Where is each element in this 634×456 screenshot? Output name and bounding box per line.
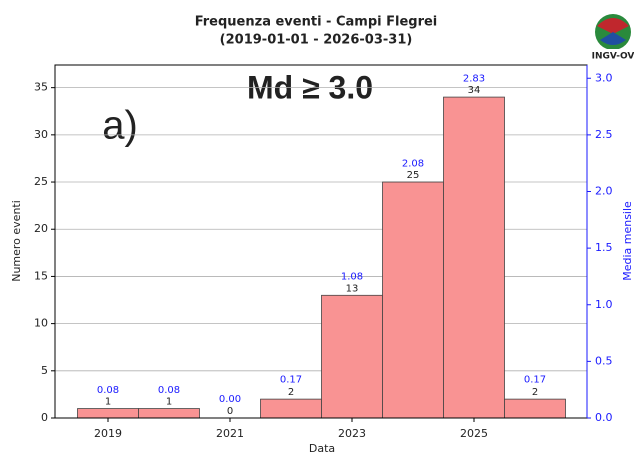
x-tick-label: 2025: [460, 427, 488, 440]
mean-value-label: 0.00: [219, 394, 241, 405]
bar-value-label: 25: [407, 170, 420, 181]
bar-value-label: 1: [166, 397, 172, 408]
mean-value-label: 1.08: [341, 272, 363, 283]
bar: [77, 408, 139, 419]
y2-tick-label: 1.0: [595, 298, 613, 311]
y-tick-label: 0: [41, 411, 48, 424]
y2-tick-label: 0.0: [595, 411, 613, 424]
y-tick-label: 15: [34, 269, 48, 282]
y-tick-label: 5: [41, 364, 48, 377]
chart-subtitle: (2019-01-01 - 2026-03-31): [220, 33, 413, 48]
y-tick-label: 25: [34, 175, 48, 188]
bar: [260, 398, 322, 419]
bar-value-label: 13: [346, 283, 359, 294]
bar: [138, 408, 200, 419]
panel-label: a): [102, 104, 138, 148]
x-tick-label: 2021: [216, 427, 244, 440]
y-axis-label: Numero eventi: [10, 200, 23, 282]
logo: INGV-OV: [592, 14, 634, 62]
bar-value-label: 0: [227, 406, 233, 417]
mean-value-label: 2.08: [402, 158, 424, 169]
chart-title: Frequenza eventi - Campi Flegrei: [195, 15, 438, 30]
logo-shape: [597, 18, 629, 34]
y2-tick-label: 0.5: [595, 354, 613, 367]
y2-tick-label: 2.0: [595, 185, 613, 198]
bar-value-label: 2: [532, 387, 538, 398]
mean-value-label: 0.08: [97, 385, 119, 396]
logo-shape: [600, 32, 626, 45]
bar-value-label: 2: [288, 387, 294, 398]
y2-tick-label: 1.5: [595, 241, 613, 254]
mean-value-label: 0.08: [158, 385, 180, 396]
y-tick-label: 35: [34, 81, 48, 94]
y-tick-label: 10: [34, 317, 48, 330]
x-tick-label: 2023: [338, 427, 366, 440]
y2-tick-label: 3.0: [595, 71, 613, 84]
bar: [443, 96, 505, 419]
mean-value-label: 0.17: [524, 375, 546, 386]
bar: [382, 181, 444, 419]
y2-tick-label: 2.5: [595, 128, 613, 141]
bar-value-label: 34: [468, 85, 481, 96]
x-tick-label: 2019: [94, 427, 122, 440]
mean-value-label: 0.17: [280, 375, 302, 386]
bar-value-label: 1: [105, 397, 111, 408]
y-tick-label: 20: [34, 222, 48, 235]
logo-band: [594, 49, 634, 61]
bar: [321, 294, 383, 419]
y2-axis-label: Media mensile: [621, 201, 634, 281]
logo-text: INGV-OV: [592, 52, 634, 62]
bar: [504, 398, 566, 419]
x-axis-label: Data: [309, 442, 335, 455]
y-tick-label: 30: [34, 128, 48, 141]
mean-value-label: 2.83: [463, 74, 485, 85]
